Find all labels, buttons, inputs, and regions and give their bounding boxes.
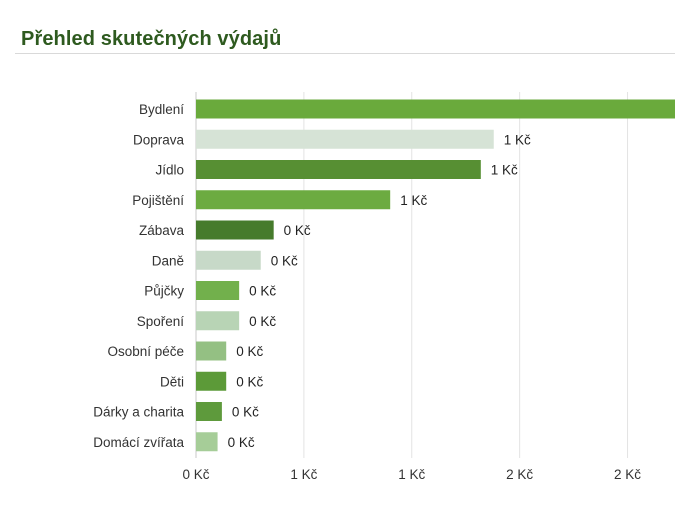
category-label: Osobní péče [107, 344, 184, 359]
category-label: Daně [152, 253, 184, 268]
value-label: 0 Kč [249, 314, 276, 329]
value-label: 0 Kč [232, 405, 259, 420]
bar [196, 220, 274, 240]
bar [196, 311, 240, 331]
value-label: 0 Kč [249, 284, 276, 299]
x-tick-label: 0 Kč [182, 467, 209, 482]
value-label: 0 Kč [228, 435, 255, 450]
bar [196, 341, 227, 361]
value-label: 0 Kč [236, 374, 263, 389]
bar [196, 432, 218, 452]
value-label: 1 Kč [400, 193, 427, 208]
bar [196, 190, 391, 210]
category-label: Pojištění [132, 193, 184, 208]
value-label: 1 Kč [504, 132, 531, 147]
value-label: 0 Kč [236, 344, 263, 359]
x-tick-label: 1 Kč [290, 467, 317, 482]
value-label: 1 Kč [491, 163, 518, 178]
x-tick-label: 1 Kč [398, 467, 425, 482]
title-divider [15, 53, 675, 54]
bar [196, 99, 675, 119]
category-label: Doprava [133, 132, 185, 147]
bar [196, 281, 240, 300]
bar [196, 371, 227, 391]
category-label: Jídlo [155, 163, 184, 178]
category-label: Děti [160, 374, 184, 389]
category-label: Bydlení [139, 102, 184, 117]
page-title: Přehled skutečných výdajů [21, 28, 282, 50]
value-label: 0 Kč [284, 223, 311, 238]
x-tick-label: 2 Kč [614, 467, 641, 482]
bar [196, 129, 494, 149]
bar [196, 160, 481, 179]
category-label: Půjčky [144, 284, 184, 299]
category-label: Spoření [137, 314, 185, 329]
category-label: Domácí zvířata [93, 435, 184, 450]
bar [196, 402, 222, 421]
category-label: Zábava [139, 223, 185, 238]
category-label: Dárky a charita [93, 405, 184, 420]
x-tick-label: 2 Kč [506, 467, 533, 482]
bar [196, 250, 261, 270]
value-label: 0 Kč [271, 253, 298, 268]
